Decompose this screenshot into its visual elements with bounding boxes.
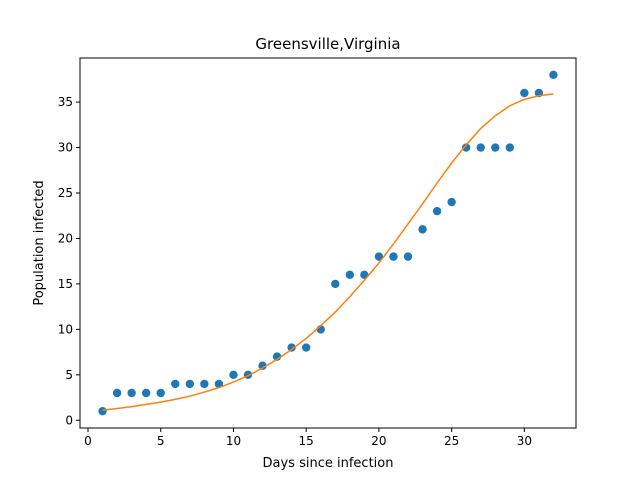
- x-tick-label: 5: [157, 434, 165, 448]
- data-point: [171, 379, 180, 389]
- fit-curve: [102, 93, 554, 412]
- data-point: [505, 143, 515, 152]
- data-point: [141, 388, 151, 398]
- x-tick-label: 25: [444, 434, 459, 448]
- plot-area: 0 5 10 15 20 25 30 0 5 10 15 20 25 30 35: [58, 57, 577, 448]
- data-point: [418, 225, 427, 234]
- data-point: [476, 143, 485, 152]
- x-tick-label: 20: [371, 434, 386, 448]
- x-tick-label: 10: [226, 434, 241, 448]
- x-tick-label: 30: [517, 434, 532, 448]
- x-tick-label: 15: [299, 434, 314, 448]
- y-tick-label: 20: [58, 231, 73, 245]
- y-tick-label: 5: [65, 368, 73, 382]
- data-point: [185, 379, 195, 389]
- y-tick-label: 35: [58, 95, 73, 109]
- data-point: [345, 270, 355, 280]
- data-point: [461, 143, 471, 152]
- data-point: [287, 343, 296, 352]
- data-point: [374, 252, 384, 261]
- data-point: [156, 388, 165, 398]
- data-point: [549, 70, 558, 80]
- chart-title: Greensville,Virginia: [255, 35, 400, 53]
- data-point: [432, 206, 442, 216]
- data-point: [229, 370, 238, 380]
- data-point: [331, 279, 340, 289]
- data-point: [200, 379, 209, 389]
- data-point: [403, 252, 413, 261]
- y-tick-label: 10: [58, 322, 73, 336]
- y-tick-label: 30: [58, 141, 73, 155]
- data-point: [98, 406, 107, 416]
- y-axis-label: Population infected: [32, 180, 47, 305]
- x-axis-label: Days since infection: [263, 456, 394, 471]
- y-tick-label: 0: [65, 413, 73, 427]
- data-point: [447, 197, 456, 207]
- data-point: [301, 343, 311, 352]
- y-tick-label: 25: [58, 186, 73, 200]
- data-point: [112, 388, 122, 398]
- data-point: [389, 252, 398, 261]
- data-point: [520, 88, 529, 98]
- y-tick-label: 15: [58, 277, 73, 291]
- x-tick-label: 0: [84, 434, 92, 448]
- data-point: [491, 143, 500, 152]
- axes-frame: [79, 57, 577, 429]
- data-point: [258, 361, 267, 370]
- data-point: [127, 388, 136, 398]
